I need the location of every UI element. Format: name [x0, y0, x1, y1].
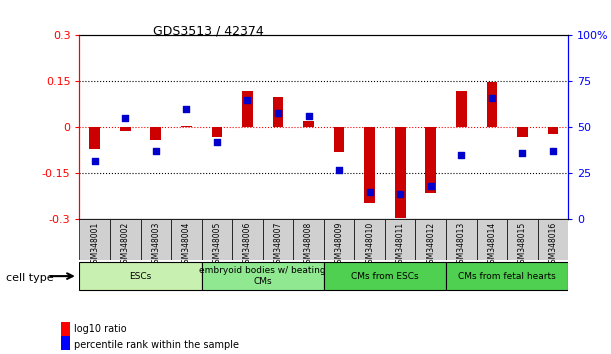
Text: GSM348010: GSM348010	[365, 222, 374, 268]
Text: GSM348014: GSM348014	[488, 222, 496, 268]
Point	[120, 115, 130, 121]
FancyBboxPatch shape	[446, 219, 477, 260]
FancyBboxPatch shape	[446, 262, 568, 290]
Bar	[364, 127, 375, 202]
Point	[395, 191, 405, 196]
Text: GSM348012: GSM348012	[426, 222, 435, 268]
FancyBboxPatch shape	[141, 219, 171, 260]
Text: GSM348016: GSM348016	[549, 222, 557, 268]
Text: cell type: cell type	[6, 273, 54, 283]
FancyBboxPatch shape	[171, 219, 202, 260]
FancyBboxPatch shape	[324, 219, 354, 260]
Text: GSM348005: GSM348005	[213, 222, 221, 268]
Bar	[150, 127, 161, 140]
Bar	[89, 127, 100, 149]
Bar	[181, 126, 192, 127]
Text: CMs from ESCs: CMs from ESCs	[351, 272, 419, 281]
Bar	[334, 127, 345, 152]
FancyBboxPatch shape	[293, 219, 324, 260]
Point	[426, 183, 436, 189]
FancyBboxPatch shape	[263, 219, 293, 260]
FancyBboxPatch shape	[110, 219, 141, 260]
Point	[151, 149, 161, 154]
Text: GSM348002: GSM348002	[121, 222, 130, 268]
FancyBboxPatch shape	[324, 262, 446, 290]
Text: GDS3513 / 42374: GDS3513 / 42374	[153, 25, 263, 38]
Point	[90, 158, 100, 164]
FancyBboxPatch shape	[385, 219, 415, 260]
FancyBboxPatch shape	[79, 219, 110, 260]
Text: CMs from fetal hearts: CMs from fetal hearts	[458, 272, 556, 281]
Bar	[61, 336, 70, 350]
Point	[212, 139, 222, 145]
Bar	[547, 127, 558, 133]
Text: GSM348004: GSM348004	[182, 222, 191, 268]
Bar	[303, 121, 314, 127]
FancyBboxPatch shape	[507, 219, 538, 260]
Text: GSM348003: GSM348003	[152, 222, 160, 268]
FancyBboxPatch shape	[354, 219, 385, 260]
Text: GSM348008: GSM348008	[304, 222, 313, 268]
Text: GSM348007: GSM348007	[274, 222, 282, 268]
FancyBboxPatch shape	[202, 219, 232, 260]
Text: percentile rank within the sample: percentile rank within the sample	[74, 340, 239, 350]
Bar	[61, 322, 70, 336]
Point	[273, 110, 283, 115]
FancyBboxPatch shape	[202, 262, 324, 290]
Text: log10 ratio: log10 ratio	[74, 324, 126, 334]
FancyBboxPatch shape	[538, 219, 568, 260]
Text: GSM348001: GSM348001	[90, 222, 99, 268]
Text: GSM348006: GSM348006	[243, 222, 252, 268]
Bar	[395, 127, 406, 218]
Point	[518, 150, 527, 156]
Point	[456, 152, 466, 158]
Bar	[120, 127, 131, 131]
Point	[334, 167, 344, 173]
FancyBboxPatch shape	[79, 262, 202, 290]
Text: GSM348013: GSM348013	[457, 222, 466, 268]
Point	[304, 114, 313, 119]
Point	[365, 189, 375, 195]
Bar	[456, 91, 467, 127]
FancyBboxPatch shape	[232, 219, 263, 260]
Point	[181, 106, 191, 112]
FancyBboxPatch shape	[415, 219, 446, 260]
Bar	[486, 82, 497, 127]
Bar	[242, 91, 253, 127]
Text: GSM348015: GSM348015	[518, 222, 527, 268]
Point	[548, 149, 558, 154]
Text: embryoid bodies w/ beating
CMs: embryoid bodies w/ beating CMs	[199, 267, 326, 286]
Point	[243, 97, 252, 103]
FancyBboxPatch shape	[477, 219, 507, 260]
Text: GSM348009: GSM348009	[335, 222, 343, 268]
Text: ESCs: ESCs	[130, 272, 152, 281]
Bar	[517, 127, 528, 137]
Bar	[273, 97, 284, 127]
Point	[487, 95, 497, 101]
Bar	[211, 127, 222, 137]
Text: GSM348011: GSM348011	[396, 222, 404, 268]
Bar	[425, 127, 436, 193]
